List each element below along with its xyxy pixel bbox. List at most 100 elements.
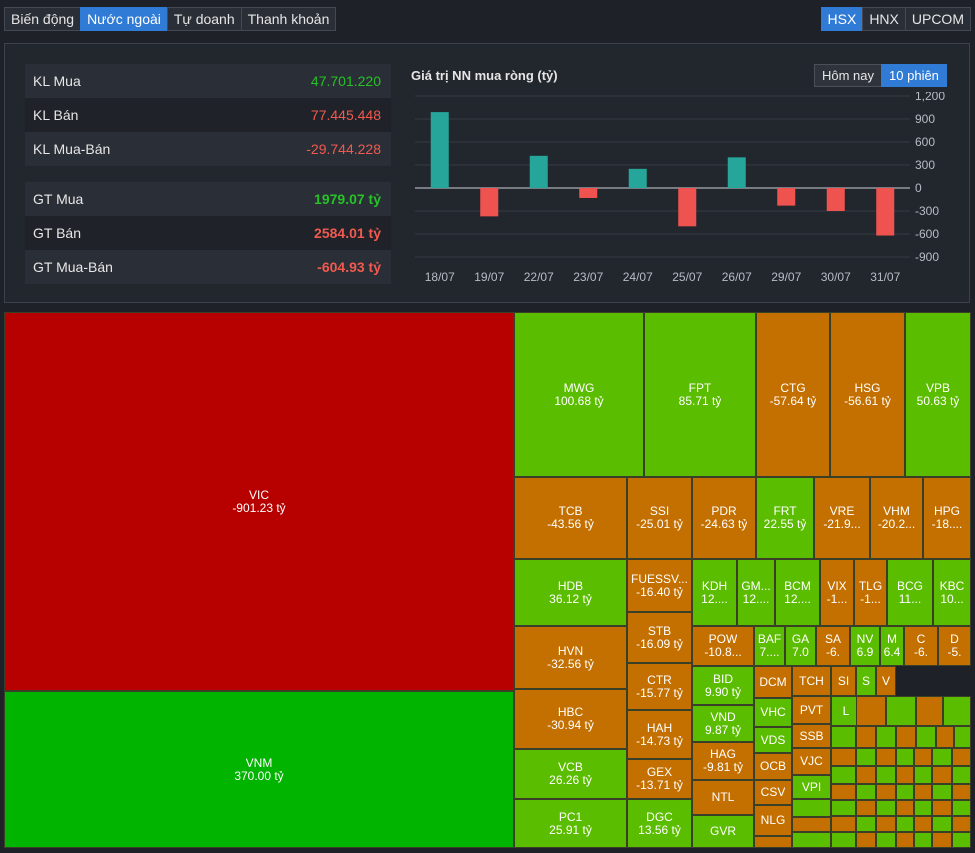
treemap-cell-small[interactable] [896, 784, 914, 800]
treemap-cell-small[interactable] [831, 726, 856, 748]
treemap-cell-small[interactable] [896, 766, 914, 784]
treemap-cell-small[interactable] [914, 800, 932, 816]
treemap-cell-ssb[interactable]: SSB [792, 724, 831, 748]
treemap-cell-ctr[interactable]: CTR -15.77 tỷ [627, 663, 692, 710]
treemap-cell-vre[interactable]: VRE -21.9... [814, 477, 870, 559]
treemap-cell-small[interactable] [856, 766, 876, 784]
treemap-cell-v[interactable]: V [876, 666, 896, 696]
treemap-cell-tlg[interactable]: TLG -1... [854, 559, 887, 626]
treemap-cell-small[interactable] [831, 766, 856, 784]
treemap-cell-small[interactable] [792, 817, 831, 832]
treemap-cell-small[interactable] [954, 726, 971, 748]
tab-nuoc-ngoai[interactable]: Nước ngoài [80, 7, 168, 31]
treemap-cell-small[interactable] [952, 800, 971, 816]
treemap-cell-small[interactable] [876, 832, 896, 848]
treemap-cell-mwg[interactable]: MWG 100.68 tỷ [514, 312, 644, 477]
treemap-cell-hag[interactable]: HAG -9.81 tỷ [692, 742, 754, 780]
tab-upcom[interactable]: UPCOM [904, 7, 971, 31]
treemap-cell-small[interactable] [896, 832, 914, 848]
treemap-cell-gvr[interactable]: GVR [692, 815, 754, 848]
treemap-cell-small[interactable] [831, 800, 856, 816]
treemap-cell-m[interactable]: M 6.4 [880, 626, 904, 666]
treemap-cell-tch[interactable]: TCH [792, 666, 831, 696]
treemap-cell-vhm[interactable]: VHM -20.2... [870, 477, 923, 559]
treemap-cell-ctg[interactable]: CTG -57.64 tỷ [756, 312, 830, 477]
treemap-cell-pow[interactable]: POW -10.8... [692, 626, 754, 666]
treemap-cell-small[interactable] [952, 784, 971, 800]
tab-hnx[interactable]: HNX [862, 7, 906, 31]
treemap-cell-small[interactable] [876, 726, 896, 748]
treemap-cell-small[interactable] [914, 748, 932, 766]
treemap-cell-small[interactable] [856, 696, 886, 726]
treemap-cell-small[interactable] [856, 832, 876, 848]
treemap-cell-si[interactable]: SI [831, 666, 856, 696]
treemap-cell-small[interactable] [952, 832, 971, 848]
treemap-cell-small[interactable] [914, 766, 932, 784]
treemap-cell-hbc[interactable]: HBC -30.94 tỷ [514, 689, 627, 749]
treemap-cell-nlg[interactable]: NLG [754, 805, 792, 836]
treemap-cell-small[interactable] [914, 816, 932, 832]
treemap-cell-pvt[interactable]: PVT [792, 696, 831, 724]
treemap-cell-ga[interactable]: GA 7.0 [785, 626, 816, 666]
treemap-cell-ocb[interactable]: OCB [754, 753, 792, 780]
treemap-cell-vnd[interactable]: VND 9.87 tỷ [692, 705, 754, 742]
treemap-cell-small[interactable] [876, 766, 896, 784]
treemap-cell-hsg[interactable]: HSG -56.61 tỷ [830, 312, 905, 477]
treemap-cell-vcb[interactable]: VCB 26.26 tỷ [514, 749, 627, 799]
tab-thanh-khoan[interactable]: Thanh khoản [240, 7, 337, 31]
treemap-cell-small[interactable] [856, 784, 876, 800]
treemap-cell-tcb[interactable]: TCB -43.56 tỷ [514, 477, 627, 559]
treemap-cell-small[interactable] [932, 816, 952, 832]
treemap-cell-bcm[interactable]: BCM 12.... [775, 559, 820, 626]
treemap-cell-small[interactable] [916, 696, 943, 726]
tab-bien-dong[interactable]: Biến động [4, 7, 82, 31]
treemap-cell-small[interactable] [792, 832, 831, 848]
treemap-cell-vhc[interactable]: VHC [754, 698, 792, 727]
treemap-cell-gm[interactable]: GM... 12.... [737, 559, 775, 626]
treemap-cell-vix[interactable]: VIX -1... [820, 559, 854, 626]
treemap-cell-small[interactable] [896, 748, 914, 766]
tab-10-phien[interactable]: 10 phiên [881, 64, 947, 87]
treemap-cell-small[interactable] [932, 832, 952, 848]
treemap-cell-small[interactable] [952, 748, 971, 766]
treemap-cell-small[interactable] [932, 784, 952, 800]
treemap-cell-small[interactable] [831, 816, 856, 832]
treemap-cell-small[interactable] [932, 748, 952, 766]
treemap-cell-s[interactable]: S [856, 666, 876, 696]
treemap-cell-vds[interactable]: VDS [754, 727, 792, 753]
treemap-cell-nv[interactable]: NV 6.9 [850, 626, 880, 666]
treemap-cell-small[interactable] [831, 784, 856, 800]
treemap-cell-fuessv[interactable]: FUESSV... -16.40 tỷ [627, 559, 692, 612]
treemap-cell-small[interactable] [896, 726, 916, 748]
treemap-cell-pc1[interactable]: PC1 25.91 tỷ [514, 799, 627, 848]
treemap-cell-d[interactable]: D -5. [938, 626, 971, 666]
treemap-cell-small[interactable] [754, 836, 792, 848]
treemap-cell-hdb[interactable]: HDB 36.12 tỷ [514, 559, 627, 626]
treemap-cell-pdr[interactable]: PDR -24.63 tỷ [692, 477, 756, 559]
treemap-cell-hpg[interactable]: HPG -18.... [923, 477, 971, 559]
treemap-cell-small[interactable] [896, 816, 914, 832]
treemap-cell-small[interactable] [886, 696, 916, 726]
treemap-cell-ssi[interactable]: SSI -25.01 tỷ [627, 477, 692, 559]
treemap-cell-c[interactable]: C -6. [904, 626, 938, 666]
treemap-cell-frt[interactable]: FRT 22.55 tỷ [756, 477, 814, 559]
treemap-cell-small[interactable] [856, 748, 876, 766]
tab-hsx[interactable]: HSX [820, 7, 864, 31]
treemap-cell-small[interactable] [831, 748, 856, 766]
treemap-cell-small[interactable] [914, 784, 932, 800]
treemap-cell-small[interactable] [916, 726, 936, 748]
treemap-cell-gex[interactable]: GEX -13.71 tỷ [627, 759, 692, 799]
treemap-cell-stb[interactable]: STB -16.09 tỷ [627, 612, 692, 663]
treemap-cell-small[interactable] [952, 816, 971, 832]
treemap-cell-small[interactable] [831, 832, 856, 848]
tab-tu-doanh[interactable]: Tự doanh [166, 7, 242, 31]
treemap-cell-hah[interactable]: HAH -14.73 tỷ [627, 710, 692, 759]
treemap-cell-csv[interactable]: CSV [754, 780, 792, 805]
treemap-cell-small[interactable] [876, 748, 896, 766]
treemap-cell-ntl[interactable]: NTL [692, 780, 754, 815]
treemap-cell-bcg[interactable]: BCG 11... [887, 559, 933, 626]
treemap-cell-small[interactable] [943, 696, 971, 726]
treemap-cell-small[interactable] [876, 784, 896, 800]
treemap-cell-small[interactable] [932, 766, 952, 784]
treemap-cell-small[interactable] [952, 766, 971, 784]
